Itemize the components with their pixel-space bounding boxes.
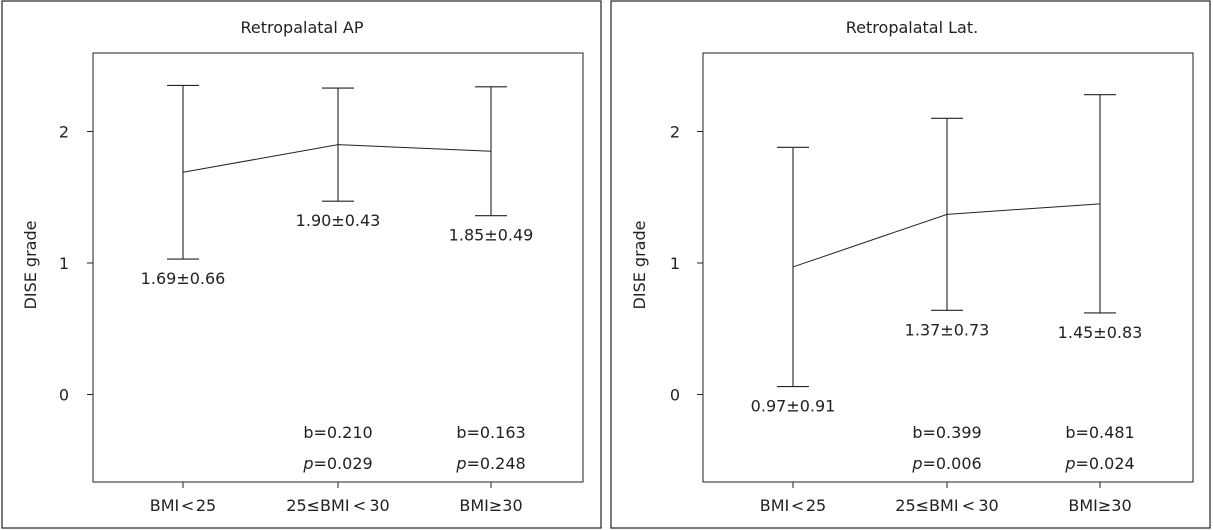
panel-frame [1, 0, 602, 529]
p-symbol: p [1064, 454, 1075, 473]
series-line [182, 144, 492, 173]
y-tick-label: 2 [670, 123, 680, 142]
x-tick-label: BMI≥30 [1068, 496, 1131, 515]
chart-title: Retropalatal AP [241, 18, 364, 37]
p-value: =0.248 [466, 454, 525, 473]
y-axis-label: DISE grade [21, 221, 40, 310]
panel-retropalatal-lat: Retropalatal Lat. DISE grade b=0.399 b=0… [610, 0, 1211, 529]
y-tick-label: 0 [59, 386, 69, 405]
plot-area [702, 52, 1194, 483]
data-label: 0.97±0.91 [751, 397, 836, 416]
y-tick-label: 1 [670, 254, 680, 273]
x-tick-label: BMI < 25 [760, 496, 826, 515]
p-symbol: p [302, 454, 313, 473]
y-tick-label: 2 [59, 123, 69, 142]
x-tick-label: BMI≥30 [459, 496, 522, 515]
p-symbol: p [455, 454, 466, 473]
x-tick-label: 25≤BMI < 30 [286, 496, 389, 515]
data-label: 1.37±0.73 [905, 320, 990, 339]
error-bar [777, 146, 809, 388]
p-value: =0.006 [922, 454, 981, 473]
chart-title: Retropalatal Lat. [846, 18, 978, 37]
error-bar [167, 84, 199, 260]
data-label: 1.45±0.83 [1058, 323, 1143, 342]
p-value-label: p=0.029 [302, 454, 372, 473]
p-value-label: p=0.024 [1064, 454, 1134, 473]
p-value: =0.024 [1075, 454, 1134, 473]
error-bar [1084, 94, 1116, 314]
panel-frame [610, 0, 1211, 529]
error-bar [475, 86, 507, 217]
data-label: 1.69±0.66 [141, 269, 226, 288]
p-symbol: p [911, 454, 922, 473]
data-label: 1.90±0.43 [296, 211, 381, 230]
b-value-label: b=0.210 [303, 423, 372, 442]
p-value-label: p=0.248 [455, 454, 525, 473]
x-tick-label: 25≤BMI < 30 [895, 496, 998, 515]
y-tick-label: 0 [670, 386, 680, 405]
y-tick-label: 1 [59, 254, 69, 273]
error-bar [322, 87, 354, 202]
error-bar [931, 117, 963, 311]
x-tick-label: BMI < 25 [150, 496, 216, 515]
p-value: =0.029 [313, 454, 372, 473]
b-value-label: b=0.481 [1065, 423, 1134, 442]
y-axis-label: DISE grade [630, 221, 649, 310]
p-value-label: p=0.006 [911, 454, 981, 473]
data-label: 1.85±0.49 [449, 226, 534, 245]
b-value-label: b=0.399 [912, 423, 981, 442]
b-value-label: b=0.163 [456, 423, 525, 442]
panel-retropalatal-ap: Retropalatal AP DISE grade b=0.210 b=0.1… [1, 0, 602, 529]
